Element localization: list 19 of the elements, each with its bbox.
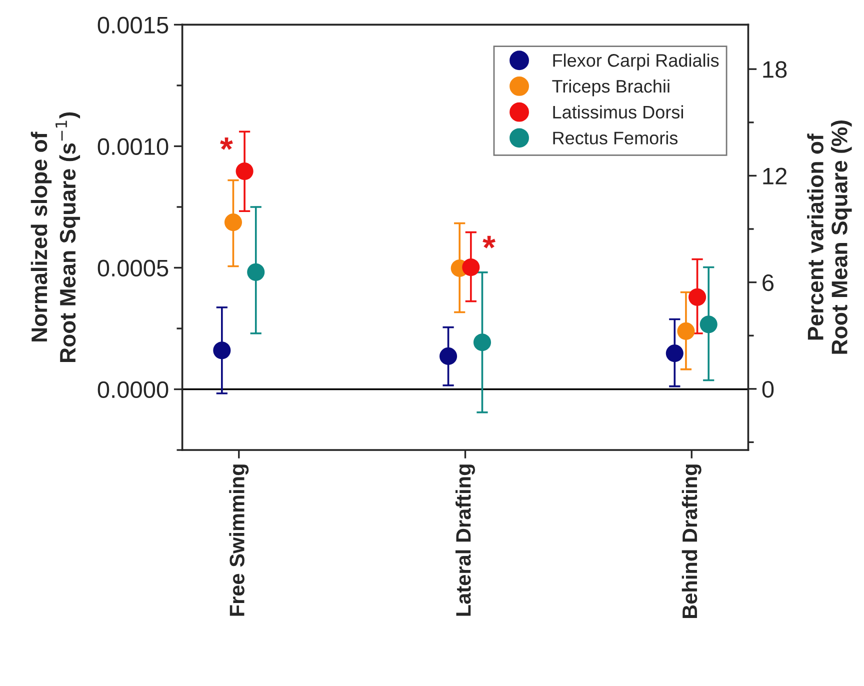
legend-label: Triceps Brachii: [552, 79, 670, 96]
y2-tick-label: 18: [763, 61, 787, 78]
y2-tick-label: 0: [762, 380, 774, 398]
x-tick-label: Behind Drafting: [682, 464, 702, 618]
y-tick-label: 0.0005: [98, 260, 168, 277]
y-tick-label: 0.0010: [98, 138, 168, 156]
y-tick-label: 0.0000: [98, 381, 168, 398]
x-tick-label: Lateral Drafting: [456, 464, 476, 616]
y2-tick-label: 12: [763, 168, 786, 184]
legend-label: Flexor Carpi Radialis: [553, 54, 719, 70]
x-tick-label: Free Swimming: [229, 464, 249, 616]
legend-label: Latissimus Dorsi: [553, 105, 683, 119]
legend-label: Rectus Femoris: [553, 131, 678, 144]
annotation: *: [220, 137, 233, 150]
y2-tick-label: 6: [762, 274, 774, 292]
y-tick-label: 0.0015: [98, 16, 168, 34]
annotation: *: [482, 236, 496, 248]
y2-axis-title: Percent variation of Root Mean Square (%): [807, 120, 852, 354]
y-axis-title: Normalized slope of Root Mean Square (s$^{−1}$): [30, 112, 80, 362]
